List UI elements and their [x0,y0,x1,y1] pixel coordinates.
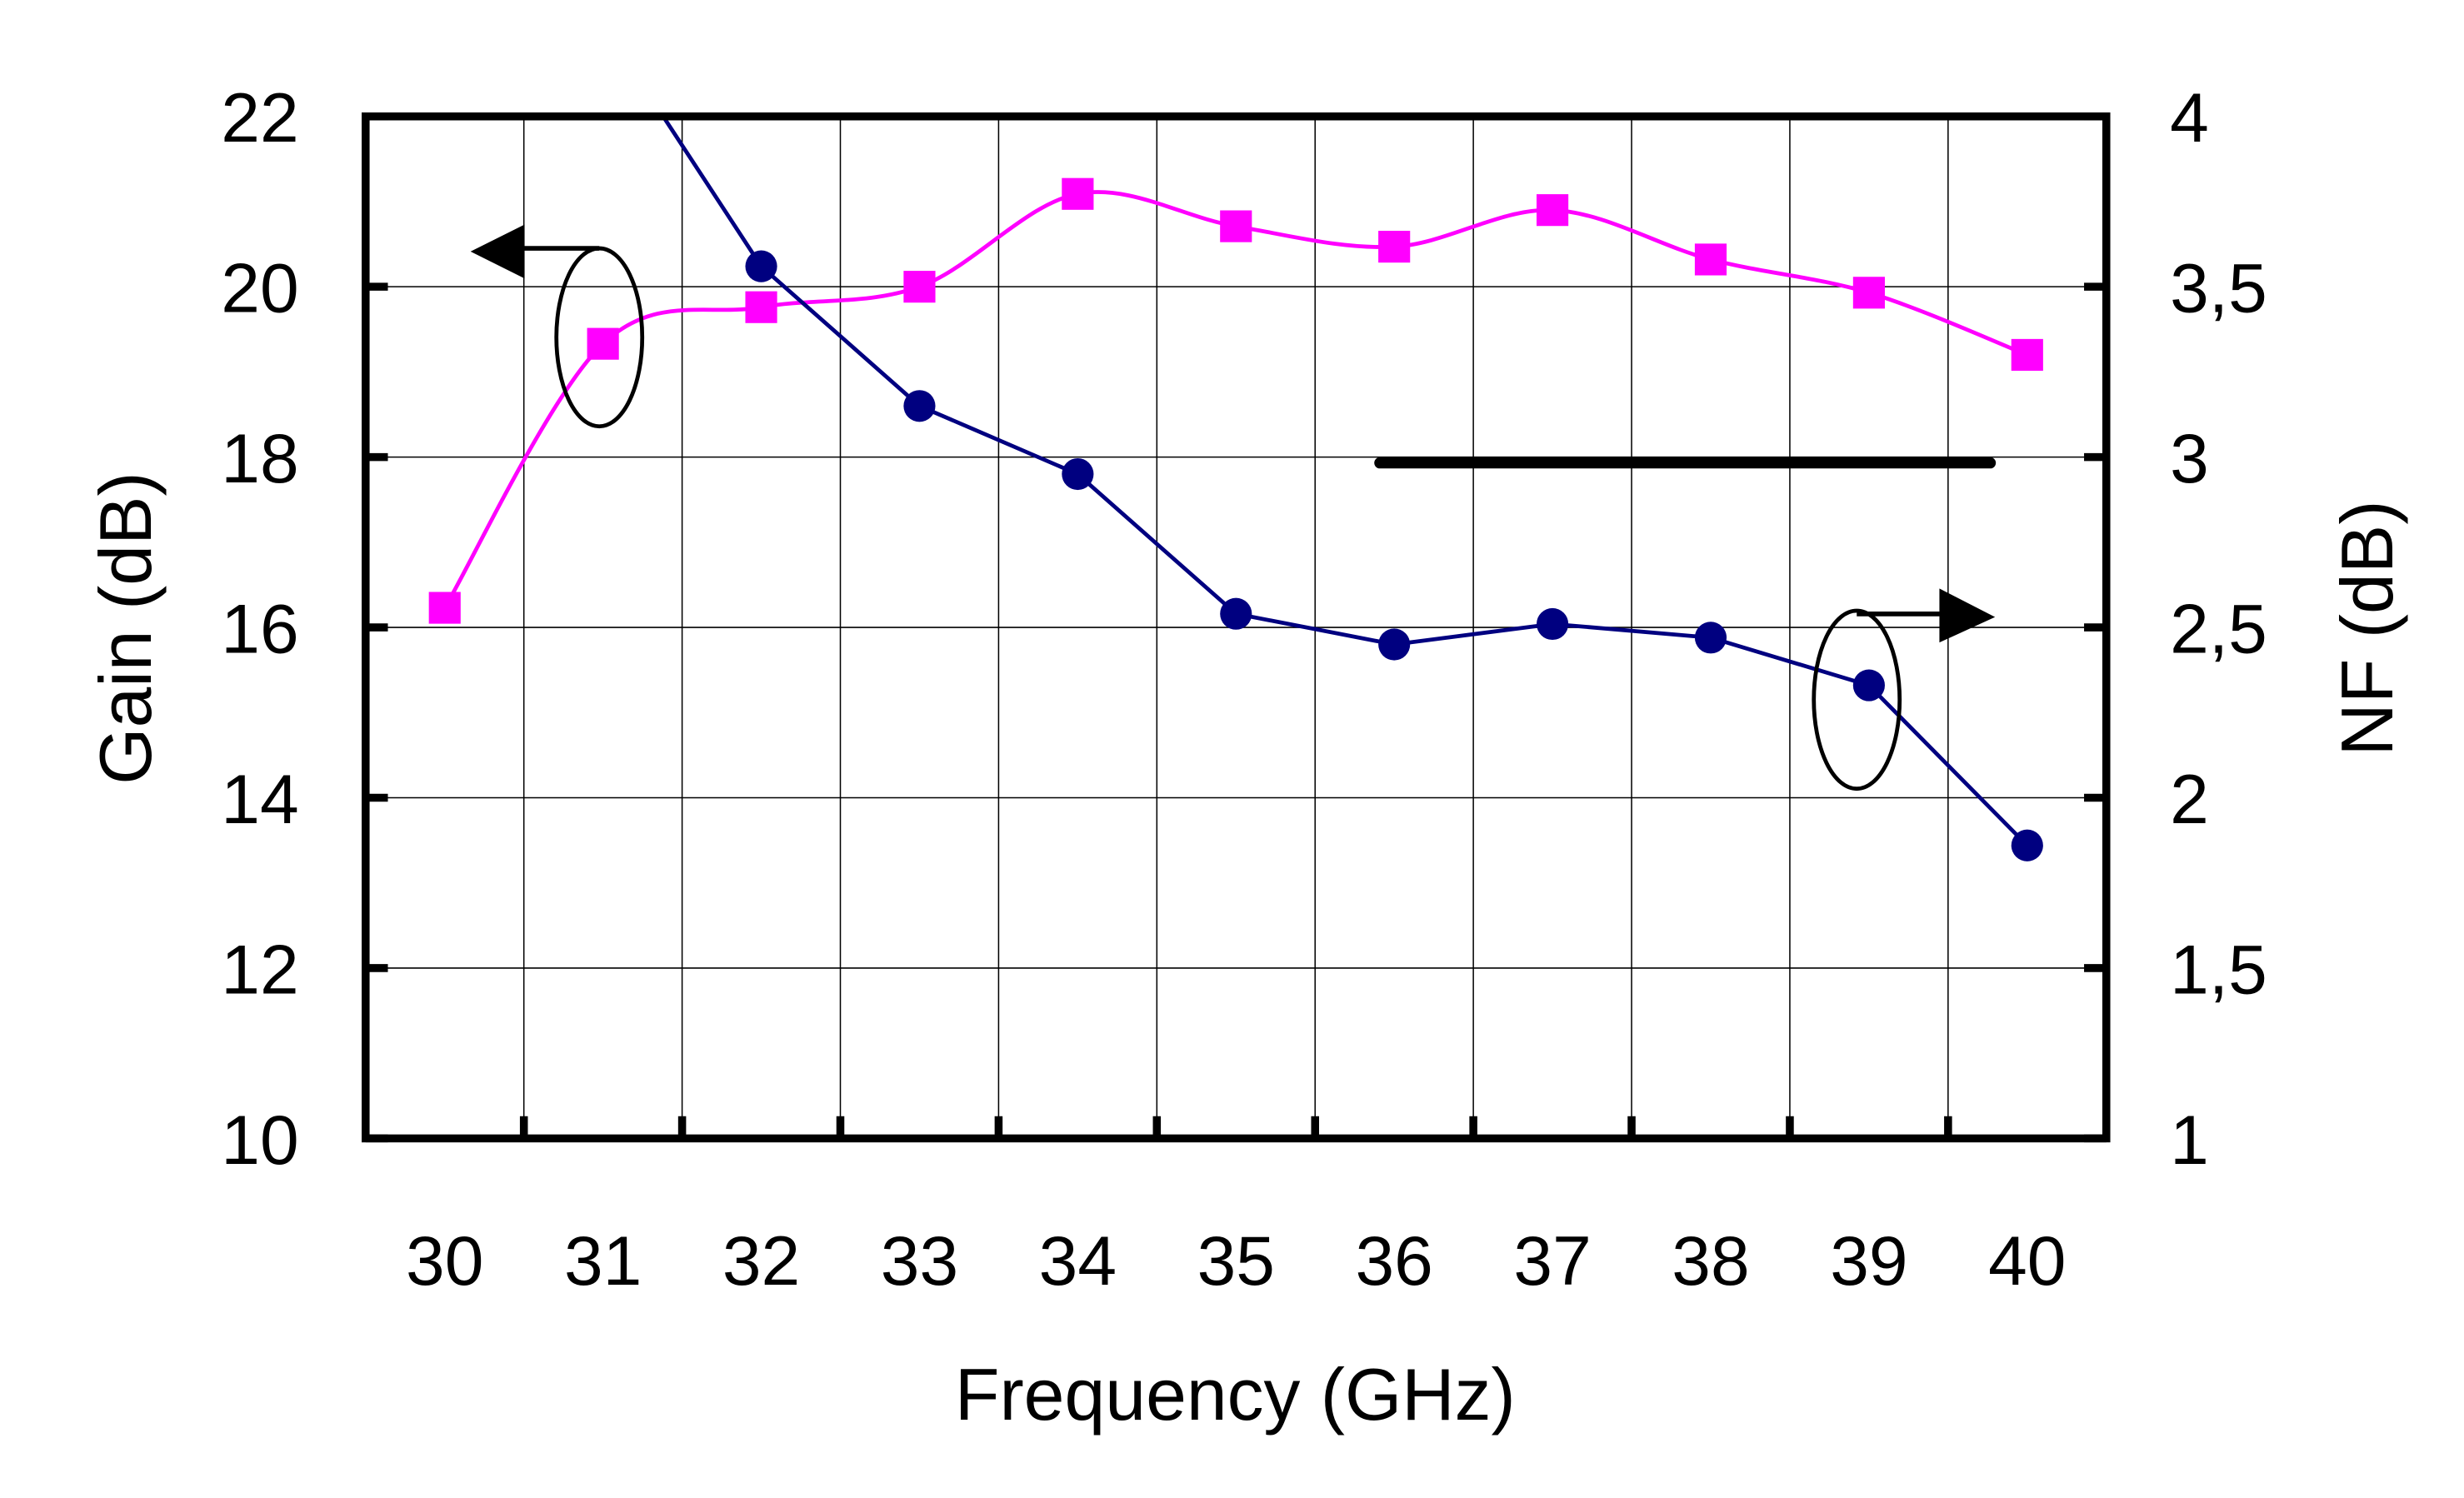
series-layer [428,116,2043,861]
tick-labels: 10 1 12 1,5 14 2 16 2,5 18 3 20 3,5 22 4 30 31 32 33 34 35 3… [221,78,2267,1300]
y-tick-label-left: 16 [221,590,298,668]
y-tick-label-right: 4 [2170,78,2209,157]
y-axis-label-right: NF (dB) [2327,500,2408,756]
plot-border [362,112,2111,1143]
x-tick-label: 37 [1513,1221,1591,1300]
gain-marker [903,271,936,303]
x-tick-label: 35 [1197,1221,1275,1300]
x-tick-label: 38 [1672,1221,1749,1300]
gain-marker [1537,194,1569,227]
y-axis-label-left: Gain (dB) [85,472,167,785]
y-tick-label-right: 3,5 [2170,249,2267,327]
arrow-left-icon [470,224,525,279]
nf-marker [903,390,936,422]
y-tick-label-left: 14 [221,760,298,838]
x-tick-label: 40 [1988,1221,2066,1300]
x-tick-label: 32 [722,1221,800,1300]
y-tick-label-right: 3 [2170,419,2209,497]
x-tick-label: 33 [881,1221,958,1300]
y-tick-label-left: 20 [221,249,298,327]
x-tick-label: 39 [1830,1221,1907,1300]
x-tick-label: 36 [1355,1221,1432,1300]
y-tick-label-left: 22 [221,78,298,157]
x-tick-label: 34 [1039,1221,1117,1300]
gain-marker [1378,231,1411,263]
gain-marker [1694,243,1727,276]
gain-marker [1062,177,1094,210]
nf-marker [2011,829,2043,861]
arrow-right-icon [1939,588,1996,643]
y-tick-label-right: 2 [2170,760,2209,838]
nf-marker [1220,597,1252,630]
x-tick-label: 30 [406,1221,483,1300]
nf-marker [1852,669,1885,702]
plot-frame [362,112,2111,1143]
gain-marker [587,327,619,360]
gain-marker [2011,338,2043,372]
nf-marker [1537,607,1569,641]
gain-marker [1852,277,1885,309]
y-tick-label-left: 12 [221,930,298,1008]
series-line-1 [661,116,2029,847]
nf-marker [1062,457,1094,491]
nf-marker [745,250,777,282]
x-tick-label: 31 [564,1221,642,1300]
y-tick-label-right: 1,5 [2170,930,2267,1008]
nf-series-ellipse [1812,608,1902,791]
y-tick-label-right: 1 [2170,1101,2209,1179]
y-tick-label-right: 2,5 [2170,590,2267,668]
nf-marker [1694,622,1727,654]
gain-marker [428,592,461,624]
y-tick-label-left: 18 [221,419,298,497]
gain-marker [1220,210,1252,242]
annotations [470,224,1997,791]
gain-marker [745,291,777,323]
x-axis-label: Frequency (GHz) [955,1354,1516,1436]
nf-marker [1378,628,1411,661]
y-tick-label-left: 10 [221,1101,298,1179]
series-line-0 [442,190,2028,609]
